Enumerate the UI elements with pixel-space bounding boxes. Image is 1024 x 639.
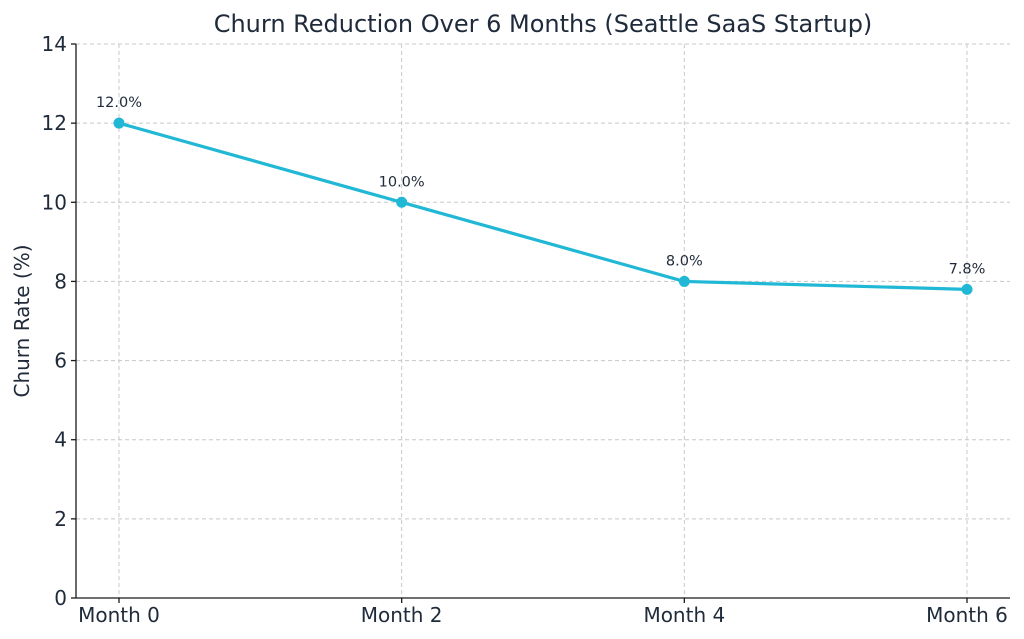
data-label: 12.0%	[96, 95, 142, 111]
y-tick-label: 6	[54, 349, 67, 373]
grid-layer	[76, 43, 1010, 599]
axis-layer	[75, 44, 1010, 599]
x-tick-label: Month 4	[643, 603, 725, 627]
x-tick-label: Month 2	[361, 603, 443, 627]
data-point	[113, 117, 125, 129]
y-tick-label: 2	[54, 507, 67, 531]
series-line	[117, 121, 969, 291]
data-point	[961, 283, 973, 295]
data-label: 8.0%	[666, 253, 703, 269]
chart-title: Churn Reduction Over 6 Months (Seattle S…	[214, 10, 873, 38]
series-layer	[113, 117, 973, 295]
tick-layer: 0 2 4 6 8 10 12 14 Month 0 Month 2 Month 4 Month 6	[42, 32, 1008, 627]
x-tick-label: Month 6	[926, 603, 1008, 627]
y-axis-title: Churn Rate (%)	[10, 244, 34, 397]
y-tick-label: 4	[54, 428, 67, 452]
x-tick-label: Month 0	[78, 603, 160, 627]
y-tick-label: 10	[42, 190, 67, 214]
data-label: 10.0%	[379, 174, 425, 190]
data-point	[678, 275, 690, 287]
y-tick-label: 12	[42, 111, 67, 135]
y-tick-label: 0	[54, 586, 67, 610]
y-tick-label: 8	[54, 269, 67, 293]
data-label-layer: 12.0% 10.0% 8.0% 7.8%	[96, 95, 985, 277]
data-label: 7.8%	[949, 261, 986, 277]
y-tick-label: 14	[42, 32, 67, 56]
data-point	[396, 196, 408, 208]
